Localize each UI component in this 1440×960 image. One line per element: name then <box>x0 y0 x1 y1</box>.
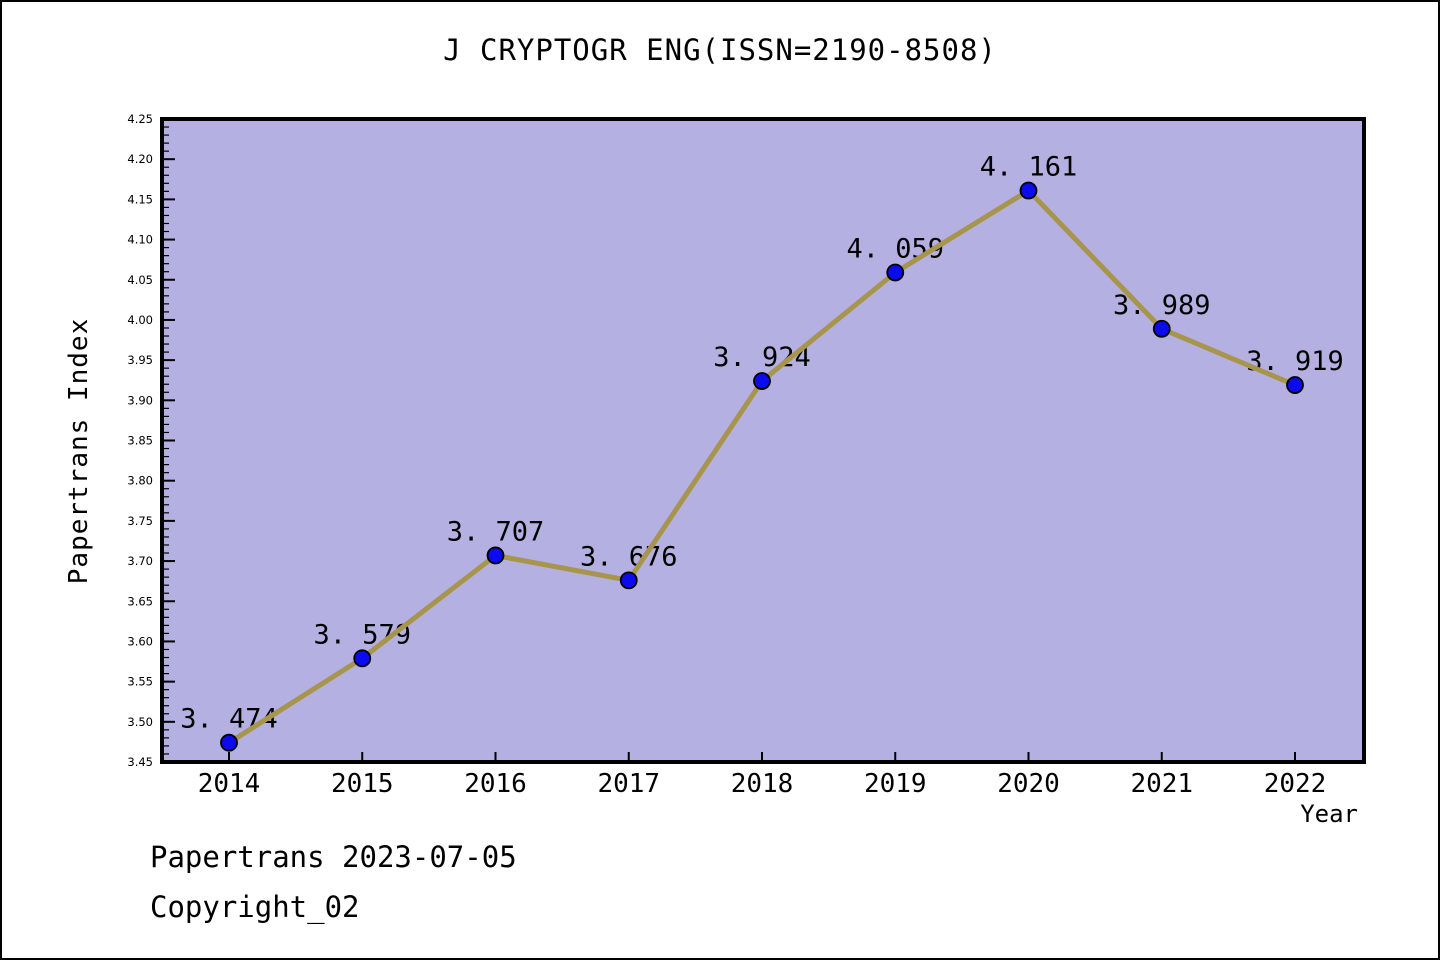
x-axis-tick-label: 2014 <box>198 769 261 799</box>
y-axis-tick-label: 4.15 <box>127 192 153 206</box>
x-axis-tick-label: 2018 <box>731 769 794 799</box>
x-axis-tick-label: 2020 <box>997 769 1060 799</box>
data-point-marker <box>1152 319 1171 338</box>
footer-copyright: Copyright_02 <box>150 890 360 924</box>
x-axis-tick-label: 2015 <box>331 769 394 799</box>
footer-provider-date: Papertrans 2023-07-05 <box>150 840 517 874</box>
data-point-label: 4. 059 <box>846 234 944 265</box>
x-axis-tick-label: 2022 <box>1264 769 1327 799</box>
data-point-marker <box>1019 181 1038 200</box>
data-point-label: 4. 161 <box>980 152 1078 183</box>
x-axis-title: Year <box>1300 800 1358 828</box>
data-point-label: 3. 676 <box>580 541 678 572</box>
data-point-marker <box>220 733 238 752</box>
data-point-marker <box>353 649 372 668</box>
y-axis-tick-label: 3.60 <box>127 634 153 648</box>
y-axis-tick-label: 3.50 <box>127 715 153 729</box>
data-point-marker <box>619 571 638 590</box>
y-axis-tick-label: 4.10 <box>127 233 153 247</box>
y-axis-tick-label: 3.85 <box>127 434 153 448</box>
chart-title: J CRYPTOGR ENG(ISSN=2190-8508) <box>443 33 997 67</box>
y-axis-tick-label: 3.75 <box>127 514 153 528</box>
y-axis-tick-label: 3.55 <box>127 675 153 689</box>
data-point-marker <box>1286 376 1304 394</box>
y-axis-title: Papertrans Index <box>64 317 94 585</box>
x-axis-tick-label: 2021 <box>1130 769 1193 799</box>
y-axis-tick-label: 3.90 <box>127 393 153 407</box>
data-point-label: 3. 707 <box>447 516 545 547</box>
y-axis-tick-label: 4.05 <box>127 273 153 287</box>
data-point-marker <box>753 372 771 390</box>
y-axis-tick-label: 4.20 <box>127 152 153 166</box>
y-axis-tick-label: 3.65 <box>127 594 153 608</box>
x-axis-tick-label: 2016 <box>464 769 527 799</box>
x-axis-tick-label: 2019 <box>864 769 927 799</box>
data-point-marker <box>486 546 505 565</box>
x-axis-tick-label: 2017 <box>597 769 660 799</box>
y-axis-tick-label: 3.70 <box>127 554 153 568</box>
data-point-marker <box>886 263 905 282</box>
y-axis-tick-label: 4.00 <box>127 313 153 327</box>
plot-frame <box>160 117 1366 764</box>
y-axis-tick-label: 4.25 <box>127 112 153 126</box>
y-axis-tick-label: 3.80 <box>127 474 153 488</box>
data-point-label: 3. 924 <box>713 342 811 373</box>
y-axis-tick-label: 3.45 <box>127 755 153 769</box>
plot-area-background <box>162 119 1364 762</box>
y-axis-tick-label: 3.95 <box>127 353 153 367</box>
